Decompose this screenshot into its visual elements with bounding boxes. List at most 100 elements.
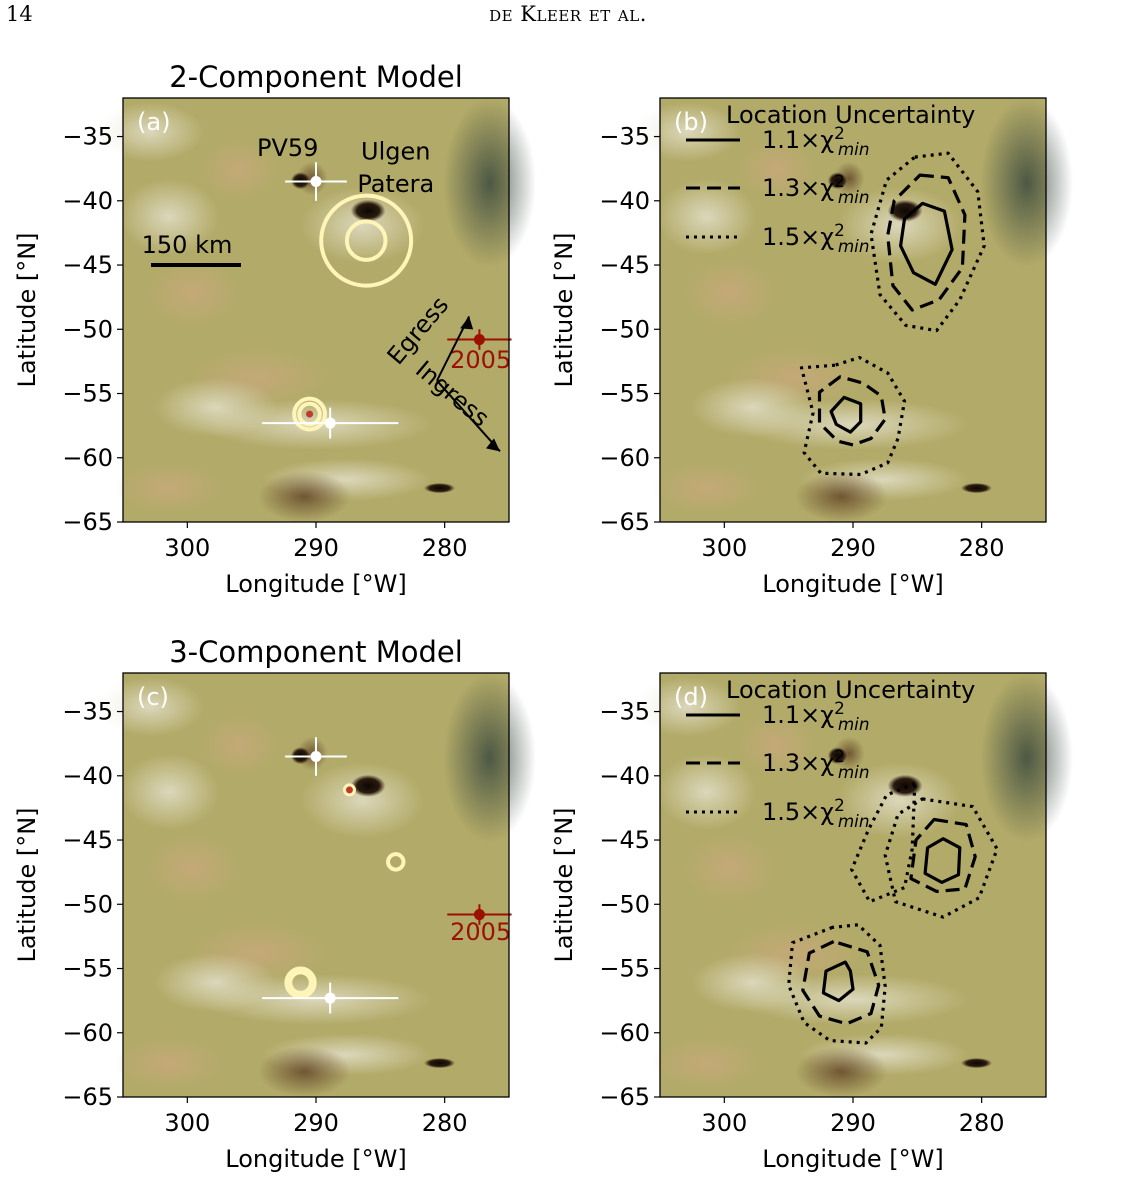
contour-1-3 <box>886 173 967 312</box>
annotation-2005: 2005 <box>450 346 511 374</box>
running-head: de Kleer et al. <box>489 2 647 26</box>
map-feature <box>795 1046 888 1098</box>
y-tick-label: −40 <box>62 762 113 790</box>
map-feature <box>146 259 239 327</box>
x-axis-label: Longitude [°W] <box>762 570 943 598</box>
map-feature <box>656 178 757 255</box>
y-tick-label: −60 <box>599 1019 650 1047</box>
x-tick-label: 280 <box>422 534 468 562</box>
y-tick-label: −50 <box>599 315 650 343</box>
x-tick-label: 290 <box>830 534 876 562</box>
panel-letter: (a) <box>137 108 170 136</box>
legend-title: Location Uncertainty <box>726 101 975 129</box>
y-tick-label: −50 <box>599 890 650 918</box>
y-axis-label: Latitude [°N] <box>13 232 41 387</box>
legend-title: Location Uncertainty <box>726 676 975 704</box>
point-pv59-marker <box>310 751 322 763</box>
map-feature <box>115 462 224 514</box>
map-feature <box>737 399 969 450</box>
y-tick-label: −45 <box>599 826 650 854</box>
y-tick-label: −55 <box>599 955 650 983</box>
y-tick-label: −60 <box>62 444 113 472</box>
map-feature <box>300 762 425 839</box>
fit-component-core <box>345 786 353 794</box>
pv59-spot <box>827 747 848 765</box>
ulgen-patera-spot <box>350 774 386 797</box>
dark-spot <box>424 1057 455 1069</box>
x-axis-label: Longitude [°W] <box>762 1145 943 1173</box>
panel-letter: (b) <box>674 108 708 136</box>
y-tick-label: −65 <box>599 508 650 536</box>
x-tick-label: 300 <box>701 534 747 562</box>
x-axis-label: Longitude [°W] <box>225 570 406 598</box>
pv59-spot <box>827 172 848 190</box>
map-feature <box>652 1037 761 1089</box>
legend-entry: 1.1×χ2 min <box>762 123 869 159</box>
map-feature <box>737 140 815 200</box>
map-feature <box>146 834 239 902</box>
fit-component-ring <box>284 966 317 999</box>
point-southern-marker <box>324 992 336 1004</box>
y-tick-label: −45 <box>62 251 113 279</box>
y-tick-label: −55 <box>599 380 650 408</box>
y-tick-label: −45 <box>599 251 650 279</box>
point-pv59-marker <box>310 176 322 188</box>
y-tick-label: −35 <box>599 698 650 726</box>
y-tick-label: −35 <box>62 698 113 726</box>
y-tick-label: −55 <box>62 380 113 408</box>
point-southern-marker <box>324 417 336 429</box>
x-tick-label: 290 <box>293 1109 339 1137</box>
map-feature <box>795 471 888 522</box>
map-feature <box>837 762 962 839</box>
fit-component-ring <box>319 193 414 288</box>
fit-component-ring <box>344 219 388 262</box>
y-tick-label: −55 <box>62 955 113 983</box>
y-tick-label: −50 <box>62 315 113 343</box>
fit-component-ring <box>342 783 356 797</box>
annotation-ulgen: Ulgen <box>361 138 430 166</box>
y-tick-label: −50 <box>62 890 113 918</box>
map-feature <box>652 462 761 514</box>
fit-component-core <box>306 410 314 418</box>
map-feature <box>737 974 969 1025</box>
y-tick-label: −60 <box>599 444 650 472</box>
panel-letter: (c) <box>137 683 169 711</box>
fit-component-ring <box>386 852 406 872</box>
y-axis-label: Latitude [°N] <box>550 232 578 387</box>
legend-entry: 1.5×χ2 min <box>762 220 869 256</box>
x-tick-label: 290 <box>830 1109 876 1137</box>
panel-c: 2005 (c) 300 290 280 −35 −40 −45 −50 −55 −60 −65 Lon… <box>13 635 537 1173</box>
map-feature <box>200 715 278 775</box>
y-tick-label: −40 <box>62 187 113 215</box>
dark-spot <box>961 482 992 494</box>
contour-1-1 <box>899 201 954 286</box>
map-feature <box>200 140 278 200</box>
fit-component-ring <box>292 396 327 432</box>
x-tick-label: 280 <box>959 534 1005 562</box>
scale-bar-label: 150 km <box>142 231 233 259</box>
contour-1-1 <box>923 837 962 884</box>
y-tick-label: −60 <box>62 1019 113 1047</box>
contour-1-5 <box>799 355 907 477</box>
page-number: 14 <box>6 2 33 26</box>
legend-entry: 1.3×χ2 min <box>762 746 869 782</box>
map-feature <box>443 673 537 843</box>
x-axis-label: Longitude [°W] <box>225 1145 406 1173</box>
map-feature <box>737 715 815 775</box>
map-feature <box>258 471 351 522</box>
map-feature <box>115 1037 224 1089</box>
map-feature <box>980 98 1074 268</box>
fit-component-ring <box>288 970 313 995</box>
map-feature <box>683 259 776 327</box>
contour-1-3 <box>909 817 977 893</box>
map-feature <box>200 974 432 1025</box>
map-feature <box>258 1046 351 1098</box>
legend-entry: 1.5×χ2 min <box>762 795 869 831</box>
contour-1-5 <box>883 797 999 919</box>
map-feature <box>656 753 757 830</box>
map-feature <box>300 187 425 264</box>
